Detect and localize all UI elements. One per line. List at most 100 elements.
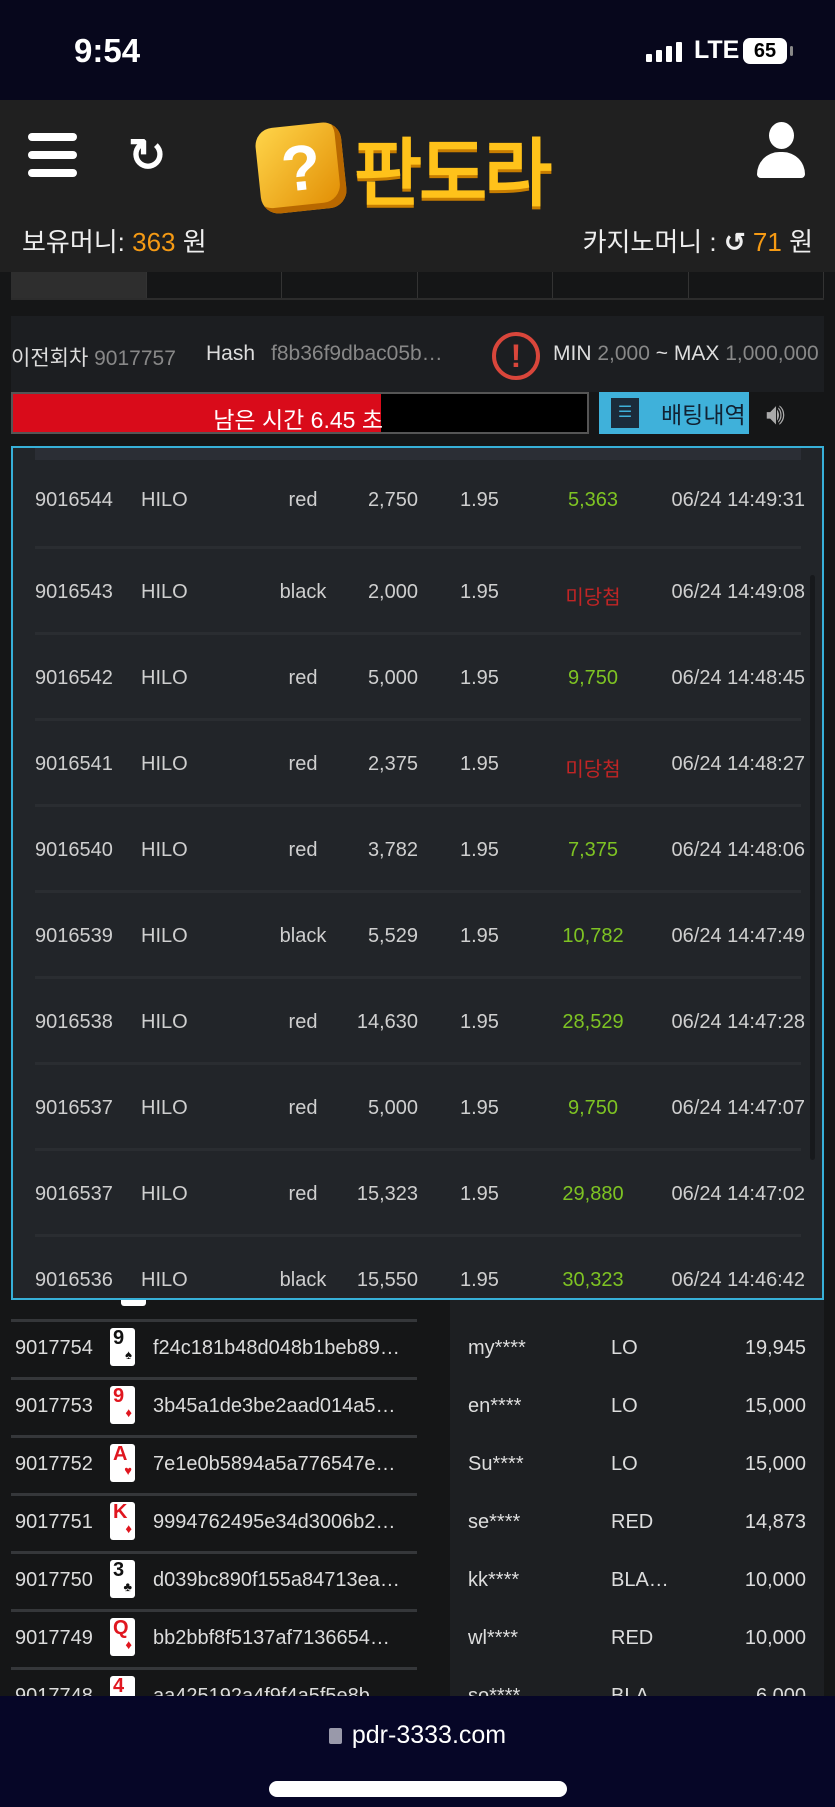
result-row[interactable]: 9017752 A ♥ 7e1e0b5894a5a776547e… Su**** LO 15… — [11, 1435, 824, 1493]
bet-amount: 5,529 — [367, 925, 418, 947]
round-id: 9017751 — [15, 1511, 93, 1533]
result-row[interactable]: 9017750 3 ♣ d039bc890f155a84713ea… kk**** BLA… — [11, 1551, 824, 1609]
bet-date: 06/24 14:49:31 — [671, 489, 805, 511]
bet-pick: LO — [611, 1337, 638, 1359]
tab[interactable] — [689, 272, 824, 298]
round-id: 9017750 — [15, 1569, 93, 1591]
tab[interactable] — [147, 272, 282, 298]
logo[interactable]: ? 판도라 — [253, 114, 552, 221]
bet-date: 06/24 14:46:42 — [671, 1269, 805, 1291]
odds: 1.95 — [460, 1011, 499, 1033]
scrollbar[interactable] — [810, 575, 815, 1160]
tab[interactable] — [418, 272, 553, 298]
bet-amount: 3,782 — [367, 839, 418, 861]
user-icon[interactable] — [757, 122, 805, 178]
win-amount: 9,750 — [567, 667, 619, 689]
round-id: 9016542 — [35, 667, 113, 689]
bet-history-button[interactable]: ☰ 배팅내역 — [599, 392, 749, 434]
min-value: 2,000 — [597, 342, 650, 365]
game-type: HILO — [141, 839, 188, 861]
bet-history-row: 9016536 HILO black 15,550 1.95 30,323 06/24 14… — [35, 1234, 805, 1298]
win-amount: 30,323 — [562, 1269, 624, 1291]
hash: bb2bbf8f5137af7136654… — [153, 1627, 390, 1649]
round-id: 9017753 — [15, 1395, 93, 1417]
casino-refresh-icon[interactable]: ↺ — [723, 227, 746, 257]
results-list: ♠90177549♠f24c181b48d048b1beb89…my****LO… — [11, 1282, 824, 1714]
holding-unit: 원 — [182, 227, 207, 257]
casino-unit: 원 — [789, 227, 813, 257]
hash: d039bc890f155a84713ea… — [153, 1569, 400, 1591]
speaker-icon[interactable]: 🔊︎ — [766, 398, 785, 431]
status-bar: 9:54 LTE 65 — [0, 0, 835, 100]
bet-pick: red — [288, 753, 318, 775]
home-indicator — [269, 1781, 567, 1797]
bet-amount: 5,000 — [367, 667, 418, 689]
battery-icon: 65 — [743, 38, 793, 64]
round-id: 9016537 — [35, 1183, 113, 1205]
bet-amount: 10,000 — [744, 1627, 806, 1649]
game-type: HILO — [141, 753, 188, 775]
prev-value: 9017757 — [94, 347, 176, 370]
bet-amount: 15,000 — [744, 1395, 806, 1417]
tab[interactable] — [11, 272, 147, 298]
hash-label: Hash — [206, 342, 256, 365]
game-type: HILO — [141, 581, 188, 603]
bet-amount: 2,375 — [367, 753, 418, 775]
win-amount: 10,782 — [562, 925, 624, 947]
bet-amount: 5,000 — [367, 1097, 418, 1119]
odds: 1.95 — [460, 1269, 499, 1291]
timer-fill — [13, 394, 381, 432]
round-id: 9016541 — [35, 753, 113, 775]
game-type: HILO — [141, 1269, 188, 1291]
game-type: HILO — [141, 1097, 188, 1119]
max-label: ~ MAX — [655, 342, 720, 365]
bet-date: 06/24 14:47:28 — [671, 1011, 805, 1033]
game-type: HILO — [141, 667, 188, 689]
odds: 1.95 — [460, 1097, 499, 1119]
hash: 7e1e0b5894a5a776547e… — [153, 1453, 396, 1475]
bet-date: 06/24 14:47:07 — [671, 1097, 805, 1119]
bet-history-row: 9016537 HILO red 5,000 1.95 9,750 06/24 14:47:… — [35, 1062, 805, 1148]
network-type: LTE — [694, 36, 740, 64]
bet-pick: red — [288, 1011, 318, 1033]
result-row[interactable]: 9017751 K ♦ 9994762495e34d3006b2… se**** RED 1… — [11, 1493, 824, 1551]
round-id: 9016539 — [35, 925, 113, 947]
round-id: 9016537 — [35, 1097, 113, 1119]
hash: 3b45a1de3be2aad014a5… — [153, 1395, 396, 1417]
hash: f24c181b48d048b1beb89… — [153, 1337, 400, 1359]
bet-amount: 15,550 — [356, 1269, 418, 1291]
timer-bar: 남은 시간 6.45 초 — [11, 392, 589, 434]
tab[interactable] — [553, 272, 689, 298]
bet-pick: red — [288, 667, 318, 689]
bet-pick: black — [279, 1269, 327, 1291]
user-name: en**** — [468, 1395, 522, 1417]
hamburger-menu-icon[interactable] — [28, 133, 77, 187]
odds: 1.95 — [460, 1183, 499, 1205]
hash: 9994762495e34d3006b2… — [153, 1511, 396, 1533]
url-bar[interactable]: pdr-3333.com — [0, 1721, 835, 1750]
holding-label: 보유머니: — [22, 227, 125, 257]
refresh-icon[interactable]: ↻ — [128, 129, 167, 181]
user-name: wl**** — [468, 1627, 519, 1649]
bet-date: 06/24 14:49:08 — [671, 581, 805, 603]
bet-history-row: 9016539 HILO black 5,529 1.95 10,782 06/24 14:… — [35, 890, 805, 976]
round-id: 9016543 — [35, 581, 113, 603]
alert-icon[interactable]: ! — [492, 332, 540, 380]
round-id: 9017754 — [15, 1337, 93, 1359]
tab[interactable] — [282, 272, 418, 298]
round-id: 9016544 — [35, 489, 113, 511]
list-icon: ☰ — [611, 398, 639, 428]
bet-pick: red — [288, 839, 318, 861]
win-amount: 미당첨 — [565, 587, 621, 609]
holding-value: 363 — [132, 227, 176, 257]
bet-history-label: 배팅내역 — [661, 402, 746, 428]
game-type: HILO — [141, 1183, 188, 1205]
min-label: MIN — [553, 342, 592, 365]
hash-value: f8b36f9dbac05b… — [271, 342, 443, 365]
bet-history-row: 9016543 HILO black 2,000 1.95 미당첨 06/24 14:49:… — [35, 546, 805, 632]
playing-card-icon: 3 ♣ — [110, 1560, 135, 1598]
hash-info: Hash f8b36f9dbac05b… — [206, 342, 443, 366]
result-row[interactable]: 9017749 Q ♦ bb2bbf8f5137af7136654… wl**** RED… — [11, 1609, 824, 1667]
result-row[interactable]: 9017754 9 ♠ f24c181b48d048b1beb89… my**** LO 1… — [11, 1319, 824, 1377]
result-row[interactable]: 9017753 9 ♦ 3b45a1de3be2aad014a5… en**** LO 15… — [11, 1377, 824, 1435]
